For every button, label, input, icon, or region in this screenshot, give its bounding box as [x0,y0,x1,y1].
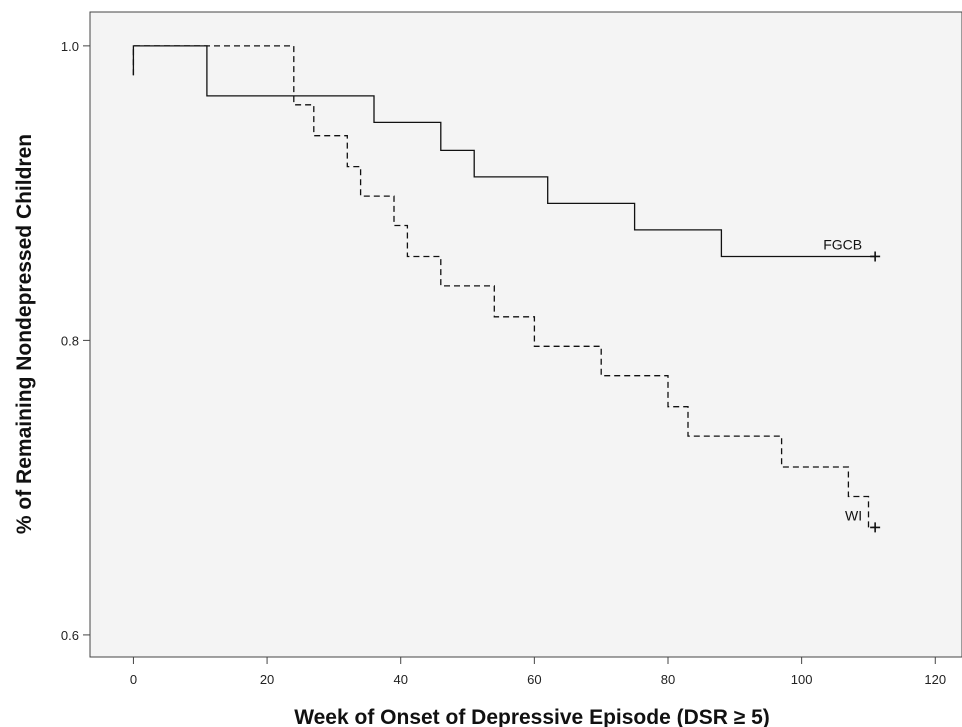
y-axis: 0.6 0.8 1.0 [61,39,90,643]
x-tick-label: 0 [130,672,137,687]
series-label-fgcb: FGCB [823,236,862,252]
x-tick-label: 120 [924,672,946,687]
x-tick-label: 20 [260,672,274,687]
y-tick-label: 0.8 [61,333,79,348]
x-axis-title: Week of Onset of Depressive Episode (DSR… [294,706,770,727]
censor-mark-fgcb [870,251,881,262]
x-axis: 0 20 40 60 80 100 120 [130,657,946,687]
x-tick-label: 40 [393,672,407,687]
series-layer: FGCB WI [132,45,881,533]
series-label-wi: WI [845,507,862,523]
x-tick-label: 80 [661,672,675,687]
series-line-wi [132,45,876,529]
y-tick-label: 1.0 [61,39,79,54]
series-line-fgcb [132,45,876,258]
plot-area [89,11,962,658]
censor-mark-wi [870,522,881,533]
x-tick-label: 60 [527,672,541,687]
x-tick-label: 100 [791,672,813,687]
y-tick-label: 0.6 [61,628,79,643]
y-axis-title: % of Remaining Nondepressed Children [13,134,36,534]
